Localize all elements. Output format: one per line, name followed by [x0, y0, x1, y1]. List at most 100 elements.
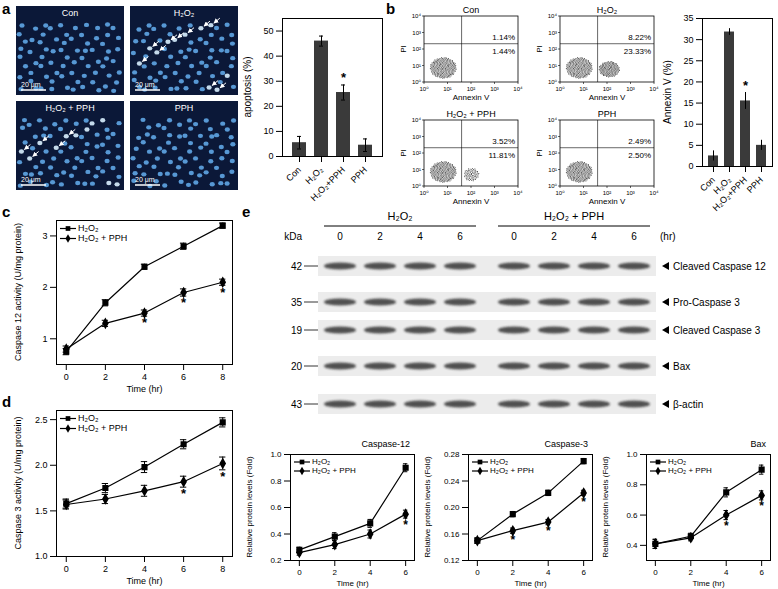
svg-text:10⁴: 10⁴ — [513, 86, 523, 92]
svg-text:*: * — [181, 295, 187, 310]
svg-text:10¹: 10¹ — [443, 190, 452, 196]
svg-text:Annexin V: Annexin V — [453, 197, 490, 206]
svg-text:Cleaved Caspase 12: Cleaved Caspase 12 — [673, 261, 766, 272]
svg-text:Time (hr): Time (hr) — [126, 576, 162, 586]
svg-text:10⁴: 10⁴ — [548, 13, 558, 19]
svg-text:10³: 10³ — [490, 190, 499, 196]
svg-text:kDa: kDa — [284, 231, 302, 242]
svg-text:Con: Con — [284, 165, 303, 184]
svg-text:Bax: Bax — [673, 361, 690, 372]
svg-text:20: 20 — [291, 361, 303, 372]
svg-text:10²: 10² — [467, 86, 476, 92]
svg-text:PI: PI — [535, 45, 544, 53]
svg-text:PI: PI — [399, 149, 408, 157]
svg-text:0.8: 0.8 — [626, 480, 638, 489]
svg-text:*: * — [142, 315, 148, 330]
svg-text:6: 6 — [759, 568, 764, 577]
svg-text:1: 1 — [42, 334, 47, 344]
svg-text:4: 4 — [417, 231, 423, 242]
svg-text:20: 20 — [683, 77, 693, 87]
svg-text:2: 2 — [689, 568, 694, 577]
svg-text:Con: Con — [463, 5, 480, 15]
svg-text:3.52%: 3.52% — [492, 137, 515, 146]
svg-text:H₂O₂: H₂O₂ — [597, 5, 618, 15]
svg-text:10⁴: 10⁴ — [649, 190, 659, 196]
svg-text:10²: 10² — [603, 86, 612, 92]
svg-text:10⁰: 10⁰ — [412, 79, 422, 85]
svg-text:3: 3 — [42, 231, 47, 241]
svg-text:H₂O₂: H₂O₂ — [174, 8, 195, 18]
svg-text:0.2: 0.2 — [270, 556, 282, 565]
svg-text:0: 0 — [511, 231, 517, 242]
svg-text:43: 43 — [291, 399, 303, 410]
svg-text:Cleaved Caspase 3: Cleaved Caspase 3 — [673, 325, 761, 336]
svg-text:*: * — [403, 518, 408, 532]
svg-text:Time (hr): Time (hr) — [126, 384, 162, 394]
svg-text:15: 15 — [683, 98, 693, 108]
svg-text:4: 4 — [724, 568, 729, 577]
svg-text:0.4: 0.4 — [626, 541, 638, 550]
svg-text:10³: 10³ — [548, 30, 557, 36]
svg-text:8: 8 — [220, 372, 225, 382]
svg-text:PI: PI — [535, 149, 544, 157]
svg-text:6: 6 — [181, 372, 186, 382]
svg-text:10¹: 10¹ — [443, 86, 452, 92]
svg-text:10¹: 10¹ — [548, 167, 557, 173]
svg-text:1.5: 1.5 — [35, 506, 48, 516]
svg-text:10³: 10³ — [548, 134, 557, 140]
svg-text:0.12: 0.12 — [444, 556, 460, 565]
svg-text:H₂O₂+PPH: H₂O₂+PPH — [309, 165, 347, 203]
svg-text:0: 0 — [268, 151, 273, 161]
svg-text:10⁴: 10⁴ — [412, 13, 422, 19]
svg-text:2.50%: 2.50% — [628, 151, 651, 160]
svg-text:4: 4 — [546, 568, 551, 577]
svg-text:1.0: 1.0 — [270, 450, 282, 459]
svg-text:4: 4 — [591, 231, 597, 242]
svg-text:2: 2 — [103, 564, 108, 574]
svg-text:0.6: 0.6 — [626, 511, 638, 520]
svg-text:10: 10 — [683, 119, 693, 129]
svg-text:10⁰: 10⁰ — [548, 79, 558, 85]
svg-text:6: 6 — [403, 568, 408, 577]
svg-text:10³: 10³ — [626, 86, 635, 92]
svg-text:4: 4 — [142, 372, 147, 382]
svg-text:Annexin V: Annexin V — [589, 93, 626, 102]
svg-text:1.0: 1.0 — [626, 450, 638, 459]
svg-text:10¹: 10¹ — [579, 86, 588, 92]
svg-text:*: * — [220, 285, 226, 300]
svg-text:20 μm: 20 μm — [21, 81, 41, 89]
svg-text:11.81%: 11.81% — [488, 151, 515, 160]
svg-text:10¹: 10¹ — [548, 63, 557, 69]
svg-text:20 μm: 20 μm — [135, 176, 155, 184]
svg-text:2.5: 2.5 — [35, 415, 48, 425]
svg-text:0.8: 0.8 — [270, 477, 282, 486]
svg-text:10³: 10³ — [490, 86, 499, 92]
svg-text:*: * — [743, 78, 749, 93]
svg-text:20 μm: 20 μm — [21, 176, 41, 184]
svg-text:10³: 10³ — [412, 134, 421, 140]
svg-text:35: 35 — [291, 297, 303, 308]
svg-text:0: 0 — [653, 568, 658, 577]
svg-text:H₂O₂: H₂O₂ — [387, 210, 412, 222]
svg-text:0: 0 — [297, 568, 302, 577]
svg-text:2.0: 2.0 — [35, 460, 48, 470]
svg-text:*: * — [759, 499, 764, 513]
svg-text:*: * — [581, 495, 586, 509]
svg-text:6: 6 — [457, 231, 463, 242]
svg-text:40: 40 — [263, 51, 273, 61]
svg-text:Pro-Caspase 3: Pro-Caspase 3 — [673, 297, 740, 308]
svg-text:30: 30 — [263, 76, 273, 86]
svg-text:0.20: 0.20 — [444, 503, 460, 512]
svg-text:Time (hr): Time (hr) — [514, 579, 546, 588]
svg-text:2: 2 — [333, 568, 338, 577]
svg-text:Annexin V: Annexin V — [453, 93, 490, 102]
svg-text:0.16: 0.16 — [444, 530, 460, 539]
svg-text:6: 6 — [581, 568, 586, 577]
svg-text:0: 0 — [337, 231, 343, 242]
svg-text:Time (hr): Time (hr) — [692, 579, 724, 588]
svg-text:23.33%: 23.33% — [624, 47, 651, 56]
svg-text:0.4: 0.4 — [270, 530, 282, 539]
svg-text:β-actin: β-actin — [673, 399, 703, 410]
svg-text:8: 8 — [220, 564, 225, 574]
svg-text:*: * — [510, 533, 515, 547]
